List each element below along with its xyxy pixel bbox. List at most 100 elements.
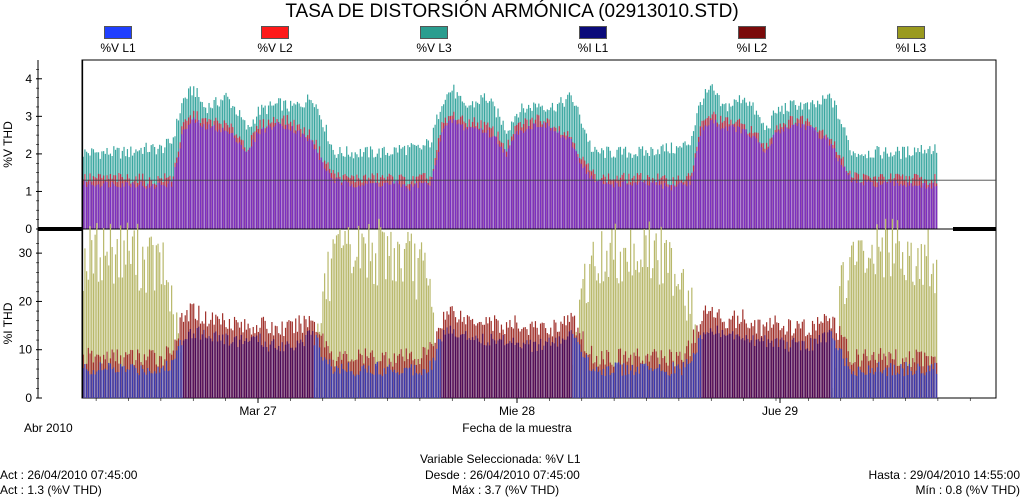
bar-i-l3 — [409, 241, 411, 398]
bar-v-l1 — [128, 185, 130, 229]
bar-i-l1 — [929, 371, 931, 398]
bar-v-l1 — [232, 132, 234, 229]
bar-i-l3 — [645, 235, 647, 398]
bar-i-l1 — [725, 335, 727, 398]
bar-i-l1 — [606, 366, 608, 398]
bar-i-l3 — [602, 281, 605, 398]
bar-v-l1 — [417, 187, 419, 229]
bar-i-l3 — [373, 283, 375, 398]
bar-v-l1 — [295, 133, 297, 229]
bar-i-l3 — [138, 290, 140, 398]
bar-i-l1 — [239, 339, 241, 398]
bar-v-l1 — [286, 124, 288, 229]
bar-i-l1 — [193, 333, 195, 398]
legend-item-i-l3[interactable]: %I L3 — [851, 26, 971, 55]
bar-i-l3 — [932, 263, 934, 398]
bar-i-l1 — [358, 374, 360, 398]
bar-i-l1 — [766, 347, 768, 398]
bar-i-l1 — [689, 362, 691, 398]
bar-v-l1 — [708, 125, 710, 229]
bar-i-l1 — [137, 372, 139, 398]
bar-i-l1 — [206, 338, 208, 398]
bar-i-l1 — [225, 333, 227, 398]
bar-v-l1 — [658, 185, 661, 229]
bar-i-l1 — [164, 370, 166, 398]
bar-v-l1 — [509, 145, 511, 229]
bar-i-l1 — [791, 339, 793, 398]
bar-i-l1 — [767, 339, 769, 398]
legend-item-v-l1[interactable]: %V L1 — [58, 26, 178, 55]
bar-v-l1 — [460, 124, 462, 229]
bar-i-l1 — [643, 363, 645, 398]
bar-i-l1 — [169, 370, 171, 398]
bar-i-l1 — [351, 371, 353, 398]
bar-v-l1 — [908, 185, 911, 229]
bar-i-l1 — [121, 366, 123, 398]
bar-i-l3 — [669, 242, 671, 398]
bar-i-l3 — [96, 223, 98, 398]
bar-v-l1 — [543, 122, 545, 229]
bar-i-l2 — [856, 349, 858, 398]
bar-i-l3 — [596, 280, 598, 398]
bar-i-l1 — [602, 368, 605, 398]
bar-i-l1 — [174, 358, 176, 398]
bar-v-l1 — [369, 183, 372, 229]
bar-i-l1 — [655, 368, 657, 398]
bar-v-l1 — [681, 182, 683, 229]
bar-v-l1 — [463, 130, 465, 229]
bar-i-l3 — [363, 237, 365, 398]
bar-i-l1 — [279, 351, 282, 398]
bar-i-l1 — [301, 342, 304, 398]
bar-v-l1 — [878, 181, 880, 229]
bar-i-l1 — [580, 351, 582, 398]
bar-v-l1 — [611, 184, 613, 229]
bar-v-l1 — [890, 182, 892, 229]
bar-i-l1 — [776, 338, 778, 398]
bar-v-l1 — [123, 186, 125, 229]
bar-i-l3 — [113, 283, 115, 398]
bar-i-l3 — [366, 277, 368, 398]
bar-i-l3 — [604, 271, 606, 398]
bar-v-l1 — [301, 133, 304, 229]
legend-item-v-l3[interactable]: %V L3 — [374, 26, 494, 55]
bar-i-l1 — [405, 367, 407, 398]
legend-item-v-l2[interactable]: %V L2 — [215, 26, 335, 55]
legend-item-i-l1[interactable]: %I L1 — [533, 26, 653, 55]
bar-i-l1 — [528, 344, 530, 398]
bar-i-l1 — [86, 369, 88, 398]
bar-v-l1 — [856, 182, 858, 229]
bar-v-l1 — [288, 129, 290, 229]
bar-i-l1 — [669, 375, 671, 398]
bar-v-l1 — [335, 178, 338, 229]
bar-i-l1 — [721, 329, 724, 398]
bar-i-l1 — [917, 363, 919, 398]
bar-i-l1 — [589, 370, 591, 398]
bar-i-l3 — [630, 229, 632, 398]
bar-v-l1 — [473, 128, 475, 229]
bar-i-l1 — [755, 339, 758, 398]
bar-i-l3 — [392, 280, 394, 398]
bar-i-l3 — [395, 281, 397, 398]
bar-v-l1 — [199, 125, 202, 229]
bar-i-l1 — [924, 375, 926, 398]
bar-v-l1 — [747, 135, 749, 229]
bar-i-l3 — [150, 236, 152, 398]
bar-v-l1 — [545, 127, 547, 229]
bar-i-l1 — [167, 371, 169, 398]
legend-item-i-l2[interactable]: %I L2 — [692, 26, 812, 55]
bar-v-l1 — [769, 145, 771, 229]
bar-v-l1 — [230, 133, 232, 229]
bar-v-l1 — [312, 141, 314, 229]
bar-v-l1 — [684, 184, 686, 229]
bar-i-l3 — [619, 251, 622, 398]
bar-i-l1 — [849, 369, 851, 398]
bar-i-l3 — [925, 256, 928, 398]
bar-i-l1 — [720, 337, 722, 398]
bar-i-l1 — [337, 367, 339, 398]
bar-i-l1 — [638, 373, 640, 398]
bar-i-l3 — [154, 290, 156, 398]
bar-i-l1 — [851, 374, 853, 398]
bar-i-l1 — [373, 374, 375, 398]
bar-i-l3 — [624, 247, 627, 398]
bar-i-l1 — [191, 338, 193, 398]
